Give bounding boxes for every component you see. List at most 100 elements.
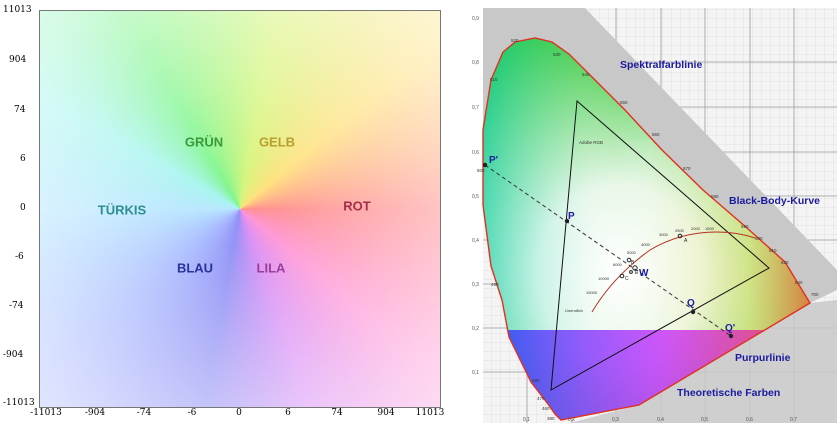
label-p-prime: P' <box>489 155 498 166</box>
svg-text:0,1: 0,1 <box>472 370 479 376</box>
wavelength-labels: 520 530 540 550 560 570 580 590 600 610 … <box>477 38 819 421</box>
y-tick: 11013 <box>3 5 32 15</box>
point-w <box>632 265 638 271</box>
label-spektralfarblinie: Spektralfarblinie <box>620 59 702 71</box>
cie-x-ticks: 0,1 0,2 0,3 0,4 0,5 0,6 0,7 <box>523 417 797 423</box>
svg-text:0,5: 0,5 <box>701 417 708 423</box>
svg-text:0,4: 0,4 <box>472 238 479 244</box>
svg-text:620: 620 <box>781 260 789 265</box>
dashed-line-p-q <box>484 164 732 337</box>
svg-text:0,4: 0,4 <box>657 417 664 423</box>
y-tick: 74 <box>14 105 26 115</box>
theoretical-region-bottom <box>570 300 837 423</box>
svg-text:530: 530 <box>553 52 561 57</box>
svg-text:3000: 3000 <box>659 232 669 237</box>
hue-wheel-panel: GRÜN GELB TÜRKIS ROT BLAU LILA 11013 904… <box>3 5 445 418</box>
label-c: C <box>625 276 629 282</box>
svg-text:4000: 4000 <box>641 242 651 247</box>
svg-text:0,6: 0,6 <box>746 417 753 423</box>
svg-text:5000: 5000 <box>627 250 637 255</box>
x-tick: 904 <box>377 408 395 418</box>
svg-text:0,1: 0,1 <box>523 417 530 423</box>
cie-y-ticks: 0,9 0,8 0,7 0,6 0,5 0,4 0,3 0,2 0,1 <box>472 16 479 376</box>
y-tick: 6 <box>20 154 26 164</box>
y-tick: -904 <box>3 350 24 360</box>
label-w: W <box>639 268 649 279</box>
svg-text:0,2: 0,2 <box>568 417 575 423</box>
svg-text:0,7: 0,7 <box>472 105 479 111</box>
point-q-prime <box>728 333 734 339</box>
svg-text:Unendlich: Unendlich <box>565 308 583 313</box>
x-tick: 6 <box>285 408 291 418</box>
adobe-rgb-label: Adobe RGB <box>579 140 603 145</box>
label-p: P <box>568 211 575 222</box>
svg-text:0,9: 0,9 <box>472 16 479 22</box>
adobe-rgb-triangle <box>550 99 770 391</box>
label-blau: BLAU <box>176 260 214 276</box>
black-body-curve <box>591 231 756 313</box>
label-rot: ROT <box>343 198 371 214</box>
hue-color-square <box>39 10 441 408</box>
y-tick: 0 <box>20 203 26 213</box>
x-tick: 0 <box>236 408 242 418</box>
svg-text:600: 600 <box>755 236 763 241</box>
label-lila: LILA <box>256 260 286 276</box>
temperature-labels: 1500 2000 2500 3000 4000 5000 6000 10000… <box>565 226 715 313</box>
y-tick: -6 <box>15 252 24 262</box>
label-q: Q <box>687 298 695 309</box>
svg-text:10000: 10000 <box>598 276 610 281</box>
x-tick: -11013 <box>30 408 62 418</box>
svg-text:0,5: 0,5 <box>472 194 479 200</box>
cie-chromaticity-diagram: Adobe RGB P' P Q Q' W A B C E 520 530 54… <box>472 8 837 423</box>
svg-text:500: 500 <box>477 168 485 173</box>
label-q-prime: Q' <box>725 323 735 334</box>
svg-text:700: 700 <box>811 292 819 297</box>
svg-text:0,3: 0,3 <box>472 282 479 288</box>
svg-text:640: 640 <box>795 280 803 285</box>
svg-text:6000: 6000 <box>613 262 623 267</box>
label-tuerkis: TÜRKIS <box>97 202 147 218</box>
svg-text:570: 570 <box>683 166 691 171</box>
x-tick: -904 <box>84 408 106 418</box>
svg-text:0,7: 0,7 <box>790 417 797 423</box>
y-tick: -11013 <box>3 398 35 408</box>
point-b <box>626 257 632 263</box>
point-a <box>677 233 683 239</box>
svg-text:560: 560 <box>652 132 660 137</box>
svg-text:2000: 2000 <box>691 226 701 231</box>
svg-text:580: 580 <box>711 194 719 199</box>
svg-text:540: 540 <box>582 72 590 77</box>
label-a: A <box>684 238 688 244</box>
svg-text:0,3: 0,3 <box>612 417 619 423</box>
label-gelb: GELB <box>258 134 296 150</box>
svg-text:490: 490 <box>491 282 499 287</box>
spectral-locus-outline <box>482 37 811 421</box>
x-tick: 11013 <box>415 408 445 418</box>
svg-text:590: 590 <box>741 224 749 229</box>
point-q <box>690 309 696 315</box>
svg-text:1500: 1500 <box>705 226 715 231</box>
svg-text:510: 510 <box>490 77 498 82</box>
y-tick: 904 <box>9 55 27 65</box>
y-tick: -74 <box>9 301 24 311</box>
label-gruen: GRÜN <box>184 134 224 150</box>
svg-text:520: 520 <box>511 38 519 43</box>
svg-text:0,6: 0,6 <box>472 150 479 156</box>
svg-text:15000: 15000 <box>586 290 598 295</box>
svg-text:0,8: 0,8 <box>472 60 479 66</box>
svg-text:550: 550 <box>620 100 628 105</box>
svg-text:460: 460 <box>542 406 550 411</box>
point-p-prime <box>482 162 488 168</box>
svg-text:2500: 2500 <box>675 228 685 233</box>
svg-text:380: 380 <box>547 416 555 421</box>
point-p <box>564 218 570 224</box>
label-theoretische-farben: Theoretische Farben <box>677 387 780 399</box>
svg-text:0,2: 0,2 <box>472 326 479 332</box>
label-e: E <box>635 270 639 276</box>
svg-text:480: 480 <box>532 378 540 383</box>
label-black-body-kurve: Black-Body-Kurve <box>729 195 820 207</box>
x-tick: 74 <box>331 408 343 418</box>
svg-text:610: 610 <box>769 248 777 253</box>
point-c <box>619 273 625 279</box>
svg-text:470: 470 <box>537 396 545 401</box>
